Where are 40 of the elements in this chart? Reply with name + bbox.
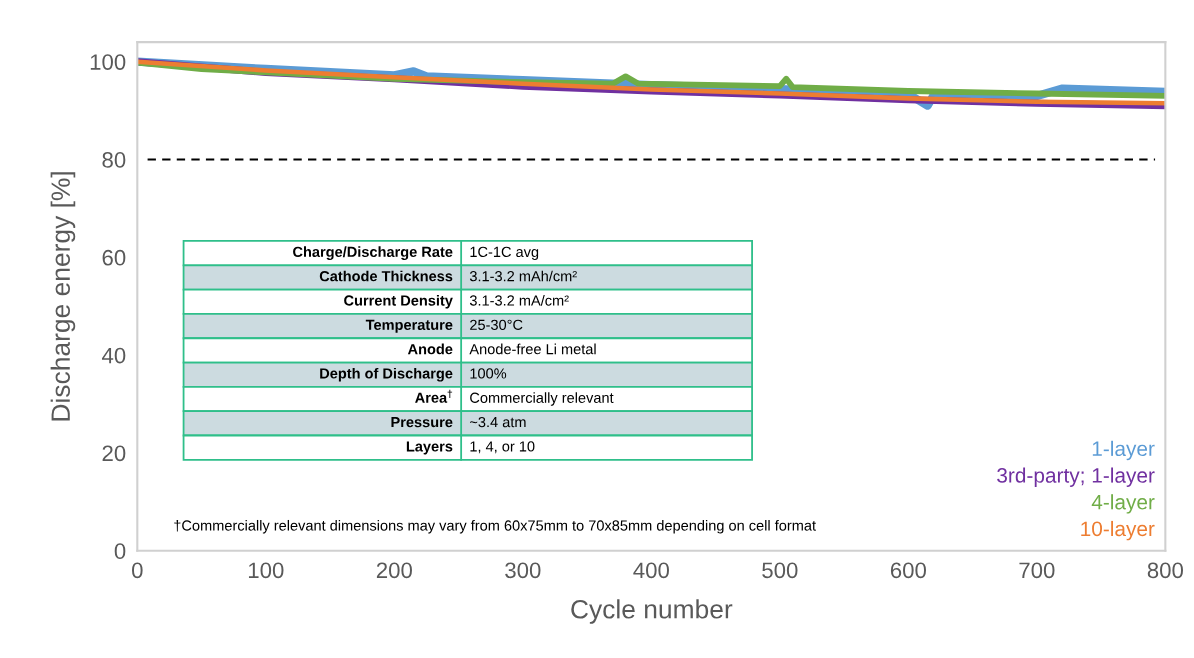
y-tick-label: 100 <box>90 54 126 70</box>
x-tick-label: 300 <box>505 562 541 579</box>
annotation: Area$^{†}$ <box>415 389 453 403</box>
annotation: Depth of Discharge <box>320 367 453 382</box>
x-axis-title: Cycle number <box>571 599 733 624</box>
annotation: ~3.4 atm <box>470 416 526 428</box>
annotation: 25-30°C <box>470 319 523 330</box>
annotation: Anode-free Li metal <box>469 343 596 355</box>
annotation: Layers <box>406 441 453 455</box>
y-axis-title: Discharge energy [%] <box>50 172 76 421</box>
x-tick-label: 0 <box>132 562 143 579</box>
annotation: 1C-1C avg <box>470 246 539 260</box>
annotation: Commercially relevant <box>470 392 614 406</box>
x-tick-label: 400 <box>633 562 669 579</box>
annotation: Anode <box>407 343 453 355</box>
text: 10-layer <box>1081 520 1155 541</box>
annotation: 100% <box>470 368 507 379</box>
x-tick-label: 500 <box>762 562 798 579</box>
y-tick-label: 0 <box>114 543 126 560</box>
annotation: Pressure <box>391 417 453 428</box>
annotation: Temperature <box>365 319 453 333</box>
text: 4-layer <box>1091 494 1155 514</box>
text: 1-layer <box>1092 440 1155 461</box>
y-tick-label: 40 <box>101 347 126 364</box>
y-tick-label: 80 <box>102 152 126 168</box>
x-tick-label: 800 <box>1147 562 1184 579</box>
annotation: Charge/Discharge Rate <box>293 246 453 260</box>
annotation: 3.1-3.2 mAh/cm² <box>469 270 577 282</box>
y-tick-label: 60 <box>102 249 126 266</box>
text: 3rd-party; 1-layer <box>997 467 1155 487</box>
annotation: Current Density <box>344 294 453 309</box>
x-tick-label: 200 <box>376 562 412 579</box>
y-tick-label: 20 <box>102 445 126 462</box>
annotation: 3.1-3.2 mA/cm² <box>469 294 569 306</box>
x-tick-label: 700 <box>1019 562 1055 579</box>
annotation: 1, 4, or 10 <box>470 441 535 454</box>
annotation: †Commercially relevant dimensions may vary from 60x75mm to 70x85mm depending on cell format <box>174 519 816 534</box>
annotation: Cathode Thickness <box>319 270 453 282</box>
x-tick-label: 100 <box>248 562 284 579</box>
x-tick-label: 600 <box>890 562 927 579</box>
